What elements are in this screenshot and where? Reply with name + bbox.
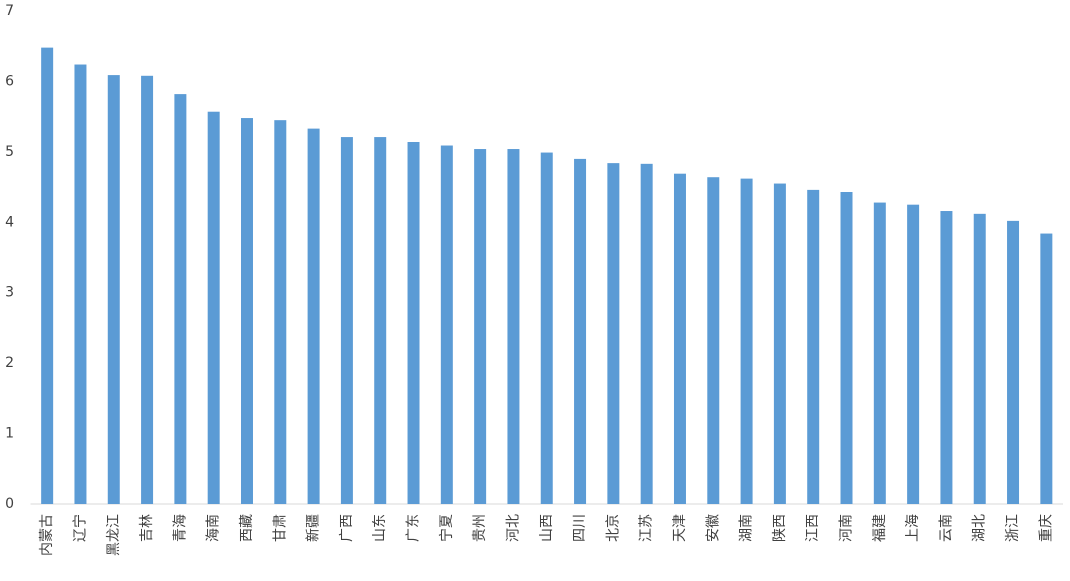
- bar: [574, 158, 587, 504]
- bar: [640, 163, 653, 504]
- x-tick-label: 四川: [572, 514, 588, 542]
- bar: [374, 137, 387, 504]
- bar: [807, 189, 820, 505]
- y-tick-label: 2: [5, 355, 14, 371]
- x-tick-label: 吉林: [139, 514, 155, 542]
- y-tick-label: 4: [5, 214, 14, 230]
- bar: [107, 75, 120, 504]
- y-tick-label: 6: [5, 73, 14, 89]
- x-tick-label: 重庆: [1038, 514, 1054, 542]
- bar: [1040, 233, 1053, 504]
- y-tick-label: 7: [5, 3, 14, 19]
- x-tick-label: 湖南: [739, 514, 755, 542]
- bar: [207, 111, 220, 504]
- bar: [673, 173, 686, 504]
- y-tick-label: 1: [5, 426, 14, 442]
- bar: [973, 213, 986, 504]
- x-tick-label: 新疆: [306, 514, 322, 542]
- y-tick-label: 5: [5, 144, 14, 160]
- bar: [74, 64, 87, 505]
- x-tick-label: 甘肃: [272, 514, 288, 542]
- bar: [1007, 220, 1020, 504]
- bar: [873, 202, 886, 504]
- x-tick-label: 江苏: [639, 514, 655, 542]
- x-tick-label: 海南: [206, 514, 222, 542]
- x-tick-label: 河南: [839, 514, 855, 542]
- x-tick-label: 山东: [372, 514, 388, 542]
- x-tick-label: 湖北: [972, 514, 988, 542]
- x-tick-label: 青海: [172, 514, 188, 542]
- bar: [407, 141, 420, 505]
- x-tick-label: 上海: [905, 514, 921, 542]
- bar: [540, 152, 553, 504]
- bar: [274, 120, 287, 505]
- x-tick-label: 辽宁: [71, 514, 88, 542]
- bar: [507, 149, 520, 505]
- x-tick-label: 福建: [872, 514, 888, 542]
- x-tick-label: 西藏: [239, 514, 255, 542]
- x-tick-label: 广东: [406, 514, 422, 542]
- x-tick-label: 贵州: [472, 514, 488, 542]
- x-tick-label: 内蒙古: [39, 514, 55, 556]
- x-tick-label: 河北: [505, 514, 521, 542]
- y-tick-label: 3: [5, 285, 14, 301]
- bar: [707, 177, 720, 504]
- bar: [773, 183, 786, 505]
- bar: [940, 211, 953, 504]
- bar: [240, 118, 253, 505]
- x-tick-label: 云南: [938, 514, 954, 542]
- x-tick-label: 安徽: [705, 514, 721, 542]
- bar: [174, 94, 187, 504]
- x-tick-label: 山西: [539, 514, 555, 542]
- bar: [307, 128, 320, 504]
- x-tick-label: 北京: [605, 514, 621, 542]
- bar: [907, 204, 920, 504]
- bar: [474, 149, 487, 505]
- bar: [41, 47, 54, 504]
- bar: [740, 178, 753, 504]
- x-tick-label: 天津: [672, 514, 688, 542]
- x-tick-label: 广西: [339, 514, 355, 542]
- bar: [840, 192, 853, 504]
- x-tick-label: 江西: [805, 514, 821, 542]
- bar: [340, 137, 353, 504]
- x-tick-label: 宁夏: [438, 514, 455, 542]
- bar: [440, 145, 453, 505]
- x-tick-label: 黑龙江: [106, 514, 122, 556]
- x-tick-label: 陕西: [772, 514, 788, 542]
- y-tick-label: 0: [5, 496, 14, 512]
- bar: [607, 163, 620, 504]
- bar: [141, 75, 154, 505]
- x-tick-label: 浙江: [1005, 514, 1021, 542]
